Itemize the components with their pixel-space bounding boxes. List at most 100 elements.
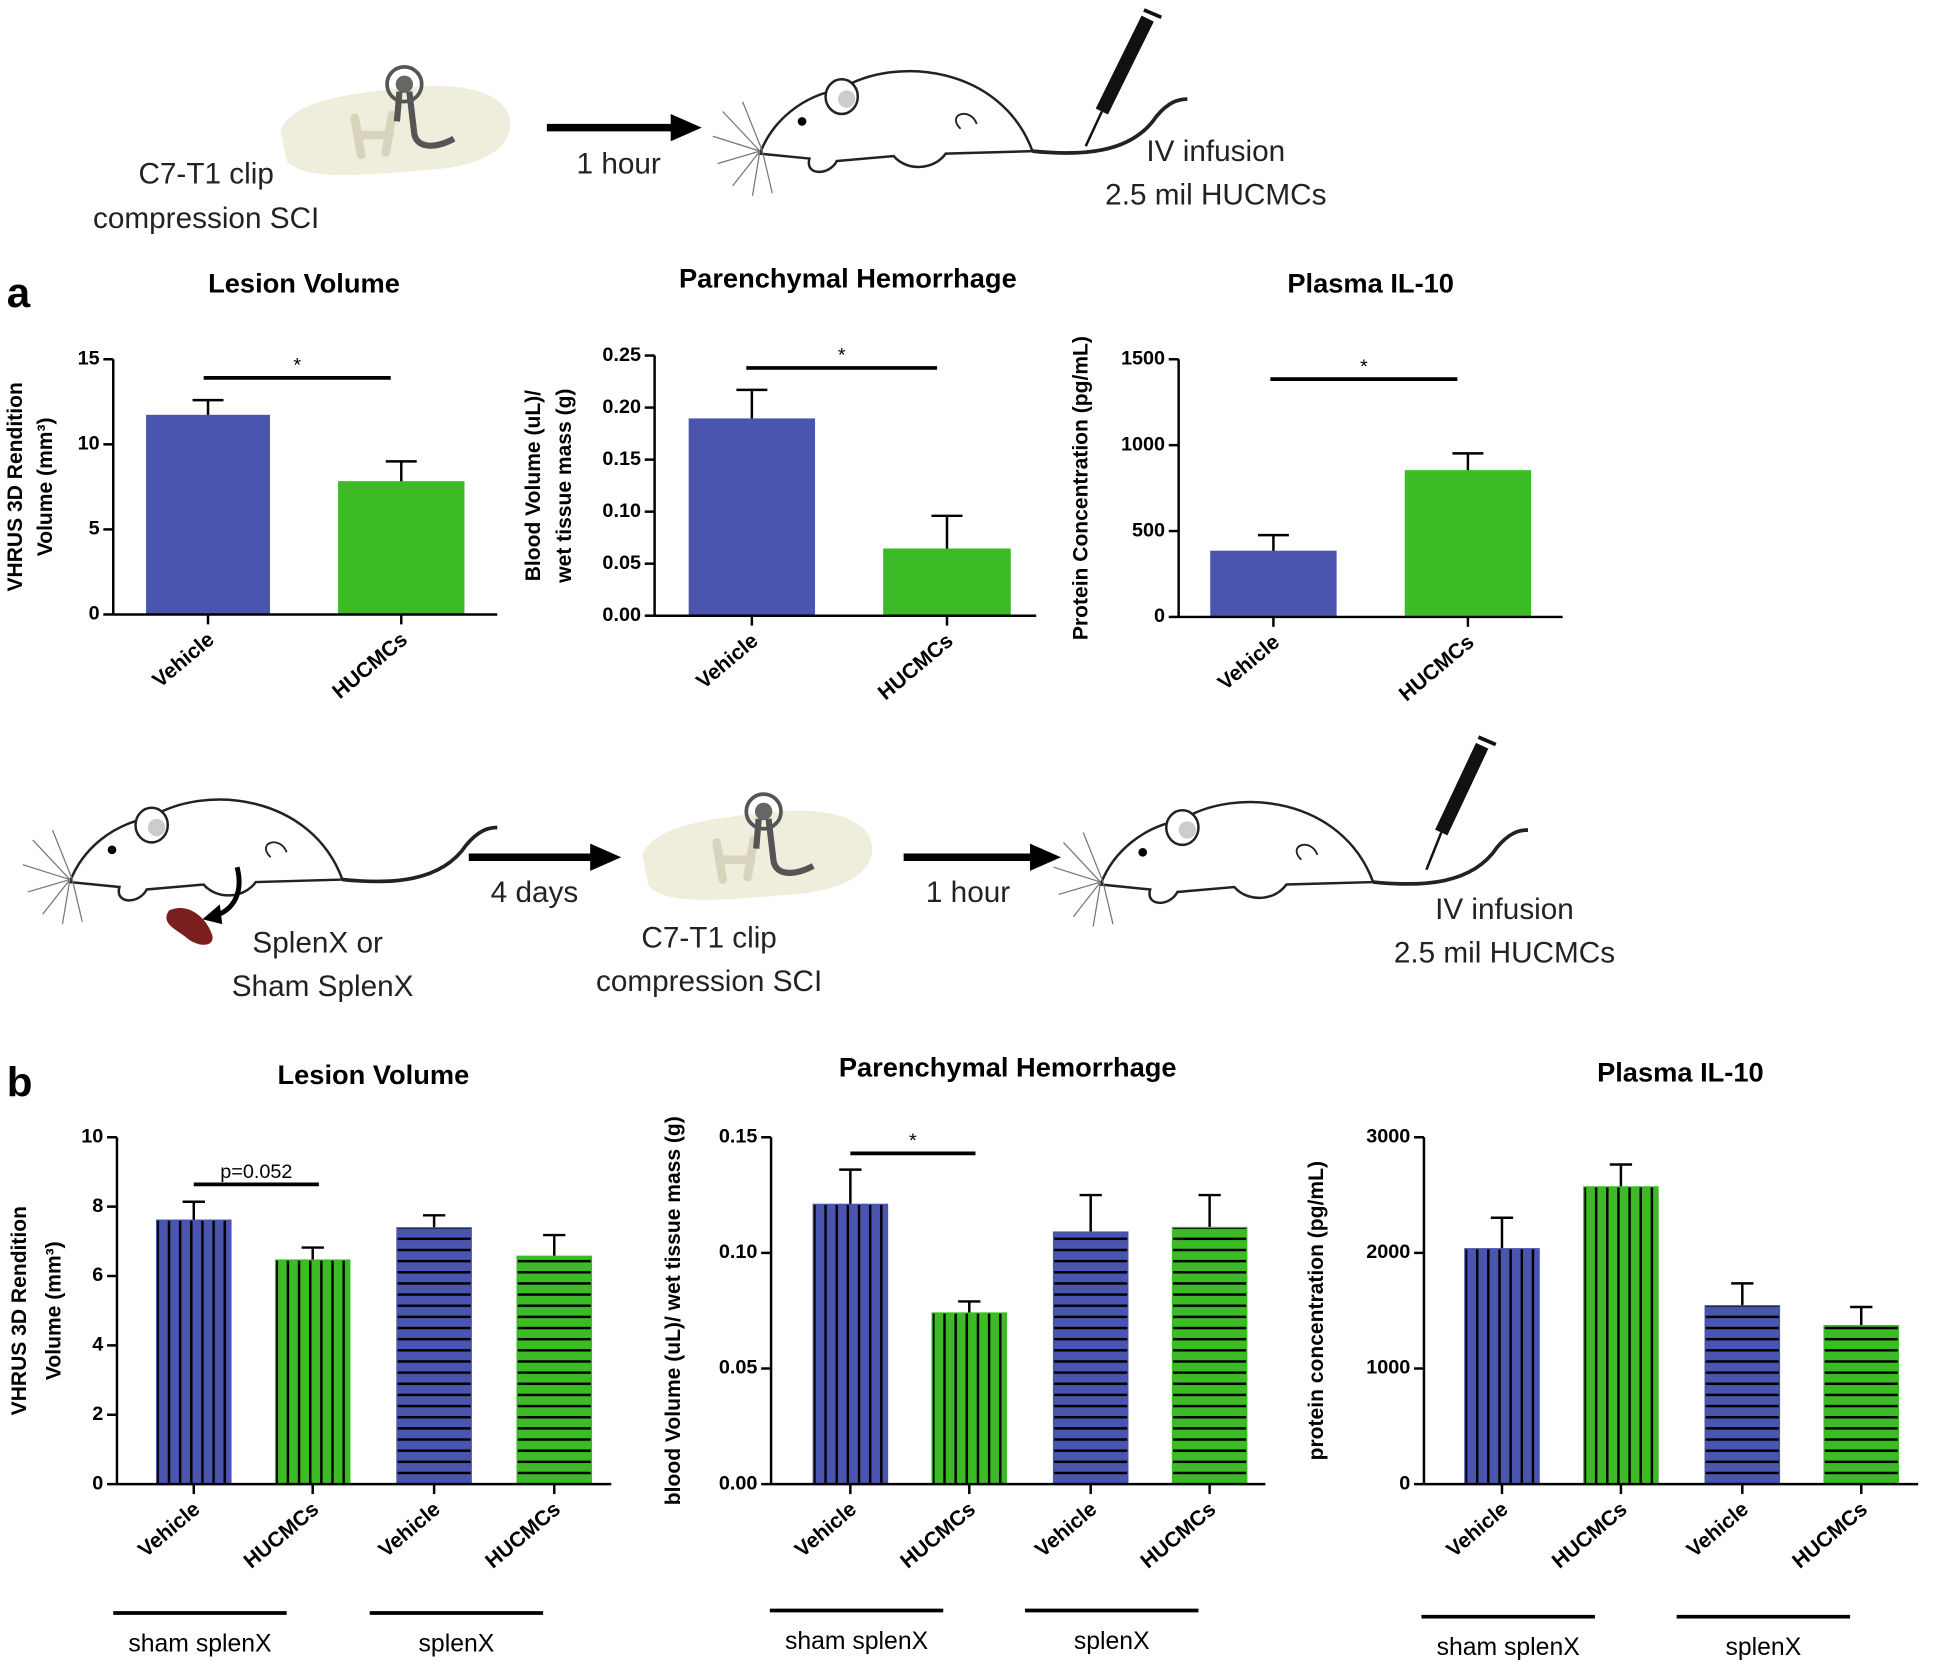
label: IV infusion [1146, 135, 1285, 168]
y-tick-label: 0.05 [719, 1357, 758, 1379]
x-tick-label: HUCMCs [1137, 1498, 1221, 1574]
bar [812, 1203, 889, 1485]
y-tick-label: 10 [81, 1125, 103, 1147]
chart-title: Plasma IL-10 [1287, 267, 1454, 298]
label: C7-T1 clip [138, 157, 273, 190]
significance-label: * [838, 345, 846, 367]
x-tick-label: Vehicle [1031, 1498, 1101, 1562]
plunger [1477, 735, 1497, 747]
group-label: splenX [1726, 1634, 1802, 1661]
x-tick-label: HUCMCs [1788, 1498, 1872, 1574]
y-tick-label: 2 [92, 1403, 103, 1425]
needle [1425, 832, 1443, 871]
y-tick-label: 0.25 [602, 344, 641, 366]
x-tick-label: HUCMCs [240, 1498, 324, 1574]
bar [688, 418, 816, 617]
y-axis-label: Protein Concentration (pg/mL) [1070, 336, 1093, 640]
bar [1210, 550, 1337, 618]
x-tick-label: Vehicle [1442, 1498, 1512, 1562]
bar [146, 414, 270, 616]
label: 1 hour [577, 147, 661, 180]
mouse [20, 797, 500, 927]
y-axis-label: blood Volume (uL)/ wet tissue mass (g) [662, 1116, 685, 1505]
label: 4 days [491, 876, 579, 909]
x-tick-label: HUCMCs [874, 629, 958, 705]
label: SplenX or [252, 927, 383, 960]
chart-title: Plasma IL-10 [1597, 1057, 1764, 1088]
y-axis-label: wet tissue mass (g) [553, 389, 576, 584]
label: 2.5 mil HUCMCs [1105, 178, 1326, 211]
x-tick-label: HUCMCs [328, 628, 412, 703]
y-tick-label: 0 [1399, 1472, 1410, 1494]
group-label: sham splenX [1437, 1634, 1580, 1661]
y-tick-label: 1000 [1366, 1357, 1410, 1379]
significance-label: p=0.052 [220, 1161, 292, 1183]
y-tick-label: 0 [92, 1472, 103, 1494]
y-tick-label: 0.05 [602, 552, 641, 574]
y-axis-label: Volume (mm³) [43, 1241, 66, 1380]
arrow-head [590, 843, 622, 871]
y-tick-label: 2000 [1366, 1241, 1410, 1263]
group-label: sham splenX [785, 1628, 928, 1655]
bar [1052, 1231, 1129, 1485]
significance-label: * [909, 1130, 917, 1152]
y-tick-label: 0 [1154, 605, 1165, 627]
y-tick-label: 0 [89, 603, 100, 625]
x-tick-label: Vehicle [374, 1498, 444, 1562]
chart-title: Parenchymal Hemorrhage [679, 262, 1017, 293]
x-tick-label: Vehicle [134, 1498, 204, 1562]
bar [883, 548, 1011, 617]
x-tick-label: Vehicle [1214, 630, 1284, 694]
y-axis-label: protein concentration (pg/mL) [1305, 1161, 1328, 1460]
y-tick-label: 0.00 [719, 1472, 758, 1494]
y-tick-label: 4 [92, 1334, 103, 1356]
arrow-head [1029, 843, 1061, 871]
label: compression SCI [596, 965, 822, 998]
group-label: splenX [1074, 1628, 1150, 1655]
label: 1 hour [926, 876, 1010, 909]
label: Sham SplenX [232, 970, 414, 1003]
bar [1704, 1305, 1781, 1485]
chart-title: Lesion Volume [208, 267, 400, 298]
y-axis-label: Blood Volume (uL)/ [522, 390, 545, 581]
label: C7-T1 clip [641, 922, 776, 955]
label: compression SCI [93, 202, 319, 235]
label: 2.5 mil HUCMCs [1394, 937, 1615, 970]
panel-label: b [7, 1058, 33, 1105]
x-tick-label: Vehicle [692, 629, 762, 693]
x-tick-label: Vehicle [791, 1498, 861, 1562]
x-tick-label: Vehicle [1683, 1498, 1753, 1562]
y-tick-label: 500 [1132, 519, 1165, 541]
y-tick-label: 0.00 [602, 604, 641, 626]
plunger [1143, 8, 1163, 20]
group-label: sham splenX [128, 1630, 271, 1657]
y-tick-label: 0.10 [719, 1241, 758, 1263]
syringe [1095, 15, 1154, 115]
y-tick-label: 1000 [1121, 433, 1165, 455]
bar [274, 1259, 351, 1485]
bar [516, 1255, 593, 1485]
panel-label: a [7, 269, 31, 316]
bar [1823, 1324, 1900, 1485]
x-tick-label: HUCMCs [481, 1498, 565, 1574]
y-tick-label: 3000 [1366, 1125, 1410, 1147]
bar [1464, 1248, 1540, 1485]
bar [396, 1227, 472, 1485]
y-axis-label: Volume (mm³) [34, 417, 57, 556]
significance-label: * [1360, 356, 1368, 378]
label: IV infusion [1435, 893, 1574, 926]
syringe [1435, 742, 1489, 836]
bar [155, 1219, 232, 1485]
y-tick-label: 0.15 [719, 1125, 758, 1147]
bar [338, 481, 465, 616]
bar [1583, 1186, 1659, 1485]
y-axis-label: VHRUS 3D Rendition [4, 382, 27, 591]
y-tick-label: 1500 [1121, 347, 1165, 369]
bar [1404, 470, 1532, 618]
x-tick-label: HUCMCs [1395, 630, 1479, 706]
significance-label: * [293, 355, 301, 377]
arrow-head [202, 904, 223, 925]
y-tick-label: 10 [78, 433, 100, 455]
y-axis-label: VHRUS 3D Rendition [8, 1206, 31, 1415]
